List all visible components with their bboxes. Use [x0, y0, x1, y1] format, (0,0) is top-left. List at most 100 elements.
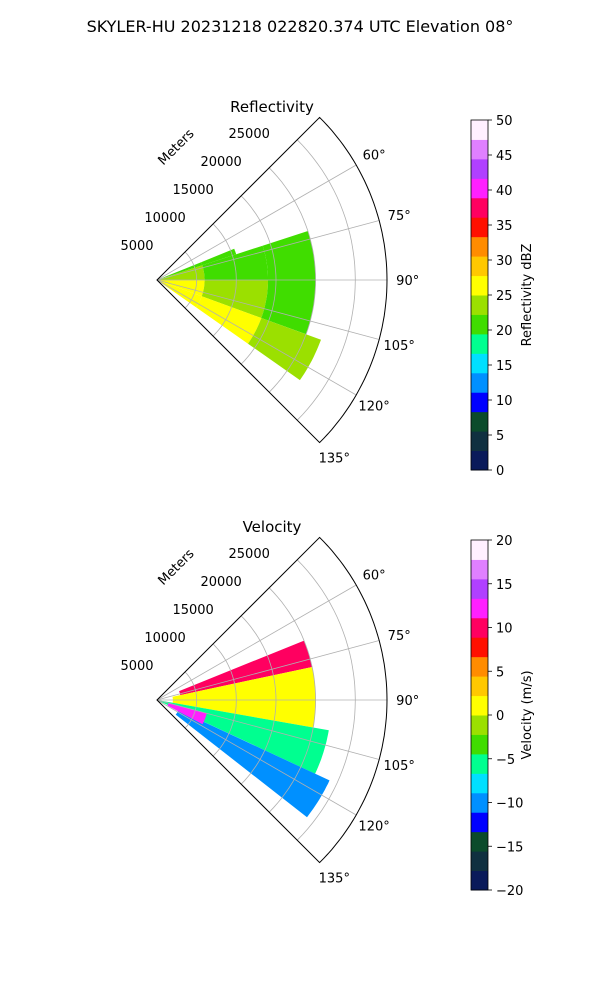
- velocity-colorbar: −20 −15 −10 −5 0 5 10 15 20 Velocity (m/s): [470, 534, 535, 899]
- azimuth-spoke: [156, 699, 357, 816]
- colorbar-segment: [471, 217, 488, 238]
- colorbar-segment: [471, 753, 488, 774]
- reflectivity-cell: [157, 280, 205, 297]
- azimuth-spoke: [156, 584, 357, 701]
- azimuth-tick-label: 105°: [384, 339, 415, 354]
- colorbar-segment: [471, 812, 488, 833]
- colorbar-tick-label: 15: [496, 578, 513, 593]
- colorbar-segment: [471, 236, 488, 257]
- colorbar-tick-label: 0: [496, 464, 504, 479]
- azimuth-tick-label: 60°: [363, 149, 386, 164]
- azimuth-tick-label: 120°: [358, 819, 389, 834]
- azimuth-spoke: [156, 164, 357, 281]
- colorbar-tick-label: −10: [496, 797, 523, 812]
- colorbar-segment: [471, 773, 488, 794]
- colorbar-segment: [471, 256, 488, 277]
- reflectivity-cell: [262, 231, 316, 280]
- radar-field: [157, 231, 321, 381]
- plot-frame: [156, 536, 388, 864]
- colorbar-segment: [471, 578, 488, 599]
- colorbar-segment: [471, 178, 488, 199]
- range-tick-label: 25000: [229, 547, 270, 562]
- colorbar-segment: [471, 139, 488, 160]
- colorbar-tick-label: 0: [496, 709, 504, 724]
- range-tick-label: 10000: [144, 631, 185, 646]
- colorbar-segment: [471, 656, 488, 677]
- radar-field: [157, 640, 330, 818]
- reflectivity-cell: [202, 245, 268, 280]
- colorbar-label: Reflectivity dBZ: [520, 244, 535, 347]
- reflectivity-cell: [248, 318, 321, 381]
- reflectivity-cell: [157, 262, 203, 280]
- range-axis-label: Meters: [156, 126, 198, 168]
- colorbar-segment: [471, 695, 488, 716]
- plot-frame: [156, 116, 388, 444]
- colorbar-label: Velocity (m/s): [520, 670, 535, 759]
- range-tick-label: 5000: [120, 239, 153, 254]
- colorbar-tick-label: 10: [496, 622, 513, 637]
- range-tick-label: 10000: [144, 211, 185, 226]
- colorbar-segment: [471, 392, 488, 413]
- colorbar-tick-label: 50: [496, 114, 513, 129]
- colorbar-tick-label: 20: [496, 534, 513, 549]
- range-axis-label: Meters: [156, 546, 198, 588]
- velocity-cell: [175, 710, 330, 818]
- range-tick-label: 20000: [200, 155, 241, 170]
- azimuth-tick-label: 90°: [396, 274, 419, 289]
- reflectivity-colorbar: 0 5 10 15 20 25 30 35 40 45 50 Reflectivity dBZ: [470, 114, 535, 479]
- colorbar-segment: [471, 431, 488, 452]
- range-tick-label: 5000: [120, 659, 153, 674]
- azimuth-tick-label: 90°: [396, 694, 419, 709]
- reflectivity-cell: [201, 280, 268, 318]
- range-tick-label: 15000: [172, 603, 213, 618]
- azimuth-tick-label: 120°: [358, 399, 389, 414]
- colorbar-segment: [471, 559, 488, 580]
- colorbar-segment: [471, 851, 488, 872]
- colorbar-segment: [471, 197, 488, 218]
- colorbar-segment: [471, 275, 488, 296]
- colorbar-tick-label: 5: [496, 665, 504, 680]
- colorbar-segment: [471, 617, 488, 638]
- reflectivity-panel: Reflectivity 5000 10000 15000 20000 25000 60° 7…: [120, 98, 419, 466]
- colorbar-tick-label: 40: [496, 184, 513, 199]
- azimuth-tick-label: 135°: [319, 451, 350, 466]
- colorbar-tick-label: −20: [496, 884, 523, 899]
- velocity-cell: [172, 667, 316, 728]
- azimuth-spoke: [156, 279, 357, 396]
- colorbar-tick-label: 25: [496, 289, 513, 304]
- colorbar-segment: [471, 372, 488, 393]
- colorbar-segment: [471, 295, 488, 315]
- figure-title: SKYLER-HU 20231218 022820.374 UTC Elevat…: [87, 17, 514, 36]
- reflectivity-cell: [157, 265, 205, 280]
- colorbar-tick-label: −15: [496, 840, 523, 855]
- colorbar-segment: [471, 831, 488, 852]
- colorbar-tick-label: 10: [496, 394, 513, 409]
- colorbar-tick-label: 45: [496, 149, 513, 164]
- colorbar-segment: [471, 158, 488, 179]
- colorbar-tick-label: 30: [496, 254, 513, 269]
- colorbar-segment: [471, 598, 488, 619]
- range-tick-label: 15000: [172, 183, 213, 198]
- azimuth-spoke: [156, 640, 380, 701]
- velocity-cell: [179, 640, 313, 696]
- velocity-panel: Velocity 5000 10000 15000 20000 25000 60° 75° 90…: [120, 518, 419, 886]
- colorbar-segment: [471, 792, 488, 813]
- colorbar-tick-label: 5: [496, 429, 504, 444]
- azimuth-tick-label: 135°: [319, 871, 350, 886]
- azimuth-spoke: [156, 699, 380, 760]
- colorbar-segment: [471, 353, 488, 374]
- colorbar-segment: [471, 734, 488, 755]
- panel-title: Reflectivity: [230, 98, 314, 116]
- colorbar-segment: [471, 314, 488, 335]
- panel-title: Velocity: [243, 518, 302, 536]
- colorbar-segment: [471, 540, 488, 560]
- range-tick-label: 20000: [200, 575, 241, 590]
- colorbar-tick-label: 35: [496, 219, 513, 234]
- azimuth-spoke: [156, 279, 380, 340]
- colorbar-segment: [471, 411, 488, 432]
- azimuth-tick-label: 60°: [363, 569, 386, 584]
- colorbar-segment: [471, 120, 488, 140]
- colorbar-segment: [471, 637, 488, 658]
- colorbar-segment: [471, 870, 488, 891]
